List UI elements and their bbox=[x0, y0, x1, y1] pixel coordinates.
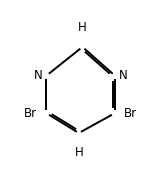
Text: Br: Br bbox=[24, 107, 37, 119]
Text: N: N bbox=[119, 69, 128, 82]
Text: H: H bbox=[74, 146, 83, 159]
Text: Br: Br bbox=[124, 107, 137, 119]
Text: N: N bbox=[34, 69, 42, 82]
Text: H: H bbox=[78, 21, 87, 34]
